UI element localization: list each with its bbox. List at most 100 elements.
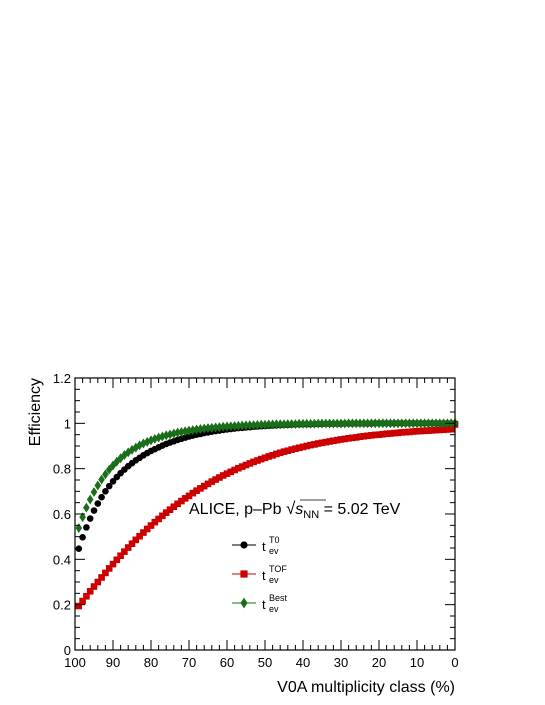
data-point-TOF (318, 439, 326, 447)
data-point-TOF (159, 512, 166, 520)
legend-marker (240, 597, 248, 609)
data-point-TOF (132, 536, 140, 544)
data-point-Best (368, 418, 375, 429)
data-point-Best (303, 418, 311, 429)
data-point-TOF (109, 560, 117, 568)
data-point-TOF (83, 592, 90, 600)
data-point-Best (360, 418, 368, 429)
data-point-TOF (356, 433, 364, 441)
data-point-Best (250, 420, 257, 431)
x-tick-label: 0 (451, 655, 458, 670)
legend-base: t (262, 539, 266, 554)
data-point-Best (383, 418, 390, 429)
legend-label: t Best ev (262, 593, 288, 614)
data-point-Best (314, 418, 322, 429)
y-axis-label: Efficiency (27, 378, 44, 446)
data-point-Best (208, 422, 216, 433)
data-point-Best (288, 419, 295, 429)
data-point-TOF (349, 434, 356, 442)
data-point-Best (322, 418, 330, 429)
data-point-TOF (371, 431, 379, 439)
data-point-TOF (261, 454, 269, 462)
data-point-TOF (250, 458, 257, 466)
data-point-Best (212, 422, 219, 433)
data-point-Best (421, 418, 428, 429)
data-point-TOF (121, 548, 128, 555)
data-point-TOF (444, 426, 451, 433)
data-point-TOF (390, 429, 398, 437)
data-point-Best (417, 418, 425, 429)
data-point-TOF (326, 438, 333, 445)
legend-label: t T0 ev (262, 535, 280, 556)
data-point-TOF (379, 430, 387, 438)
data-point-TOF (364, 432, 371, 440)
data-point-TOF (413, 427, 421, 435)
data-point-Best (132, 442, 140, 453)
data-point-TOF (128, 540, 136, 547)
data-point-TOF (140, 529, 147, 536)
data-point-Best (425, 418, 432, 429)
data-point-Best (436, 418, 444, 429)
data-point-TOF (257, 455, 265, 463)
data-point-Best (269, 419, 276, 430)
data-point-TOF (280, 448, 288, 455)
data-point-Best (356, 418, 364, 429)
data-point-Best (432, 418, 440, 429)
data-point-TOF (383, 430, 390, 438)
x-tick-label: 10 (410, 655, 424, 670)
data-point-TOF (311, 441, 318, 448)
data-point-TOF (102, 569, 109, 577)
data-point-TOF (440, 426, 447, 433)
legend-sup: TOF (269, 564, 287, 574)
data-point-Best (197, 424, 204, 434)
data-point-TOF (330, 437, 337, 445)
data-point-TOF (238, 463, 246, 470)
data-point-TOF (75, 602, 83, 610)
data-point-Best (79, 512, 86, 523)
data-point-Best (261, 419, 269, 430)
data-point-TOF (162, 509, 170, 516)
y-tick-label: 0.8 (53, 462, 71, 477)
legend-base: t (262, 568, 266, 583)
data-point-T0 (98, 493, 105, 501)
data-point-TOF (178, 497, 185, 505)
data-point-TOF (265, 453, 273, 460)
data-point-TOF (208, 478, 216, 485)
data-point-Best (387, 418, 394, 429)
data-point-Best (238, 420, 246, 431)
data-point-TOF (425, 427, 432, 434)
data-point-T0 (105, 482, 113, 490)
x-tick-label: 40 (296, 655, 310, 670)
data-point-Best (307, 418, 314, 429)
data-point-Best (159, 431, 166, 442)
data-point-Best (371, 418, 379, 429)
data-point-TOF (345, 434, 352, 442)
data-point-TOF (368, 432, 375, 439)
x-tick-label: 70 (182, 655, 196, 670)
data-point-Best (390, 418, 398, 429)
data-point-TOF (189, 489, 197, 497)
data-point-TOF (117, 552, 124, 560)
data-point-TOF (303, 442, 311, 450)
data-point-Best (143, 436, 151, 447)
data-point-TOF (269, 451, 276, 459)
data-point-Best (124, 447, 132, 458)
data-point-Best (273, 419, 280, 430)
annotation-s: s (295, 501, 303, 518)
legend-label: t TOF ev (262, 564, 287, 585)
data-point-Best (223, 421, 231, 432)
data-point-Best (185, 425, 193, 436)
data-point-Best (193, 424, 200, 435)
data-point-Best (318, 418, 326, 429)
data-point-Best (379, 418, 387, 429)
x-tick-label: 20 (372, 655, 386, 670)
data-point-TOF (284, 447, 292, 455)
data-point-Best (254, 419, 261, 430)
data-point-TOF (447, 425, 455, 433)
data-point-Best (330, 418, 337, 429)
data-point-Best (181, 426, 189, 437)
data-point-Best (235, 420, 242, 431)
data-point-Best (242, 420, 250, 431)
data-point-TOF (360, 432, 368, 440)
data-point-Best (440, 418, 447, 429)
